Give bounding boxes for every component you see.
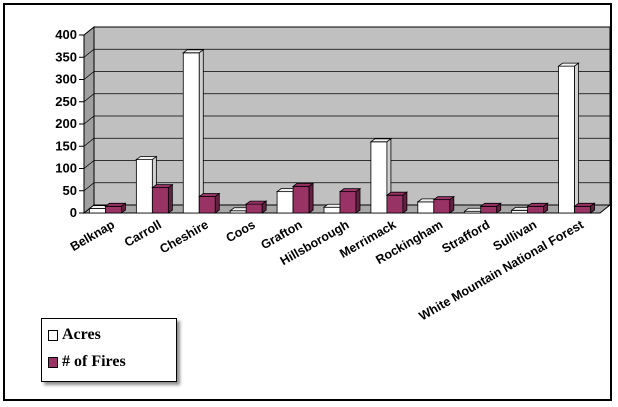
gridline — [83, 137, 610, 147]
bar-front — [527, 205, 545, 214]
bar-front — [558, 65, 575, 214]
gridline — [83, 115, 610, 125]
bar-front — [339, 191, 357, 214]
bar-fires — [104, 202, 127, 214]
gridline — [83, 160, 610, 169]
y-tick-label: 200 — [55, 116, 77, 131]
x-category-label: White Mountain National Forest — [417, 217, 587, 323]
y-tick-label: 350 — [55, 49, 77, 64]
bar-side — [543, 202, 549, 214]
bar-front — [574, 205, 591, 214]
bar-side — [402, 191, 408, 214]
y-tick-label: 0 — [70, 205, 77, 220]
y-tick-label: 100 — [55, 161, 77, 176]
bar-side — [167, 183, 173, 214]
bar-side — [449, 195, 455, 214]
legend-label-fires: # of Fires — [62, 353, 126, 370]
legend-label-acres: Acres — [62, 326, 101, 343]
bar-front — [433, 199, 451, 214]
bar-side — [574, 62, 579, 214]
legend-item-acres: Acres — [48, 326, 101, 344]
bar-fires — [432, 195, 456, 214]
gridline — [83, 48, 610, 58]
gridline — [83, 26, 610, 36]
chart-frame: 0 50 100 150 200 250 300 350 400 Belknap Carroll Ch… — [3, 3, 612, 401]
bar-fires — [244, 200, 268, 214]
bar-side — [121, 202, 126, 214]
bar-front — [480, 205, 498, 214]
bar-front — [105, 205, 122, 214]
y-tick-label: 50 — [63, 183, 77, 198]
legend-swatch-fires — [48, 356, 58, 368]
bar-front — [198, 196, 216, 214]
x-category-label: Coos — [224, 217, 258, 245]
bar-fires — [338, 187, 362, 214]
y-tick-label: 250 — [55, 94, 77, 109]
bar-fires — [151, 183, 174, 214]
bar-front — [370, 141, 388, 214]
bar-fires — [573, 202, 596, 214]
bar-front — [511, 209, 529, 214]
bar-front — [135, 159, 153, 214]
bar-fires — [291, 182, 315, 214]
bar-front — [276, 191, 294, 214]
legend-item-fires: # of Fires — [48, 353, 126, 371]
bar-front — [417, 201, 435, 214]
gridline — [83, 93, 610, 103]
bar-fires — [385, 191, 409, 214]
y-tick-label: 300 — [55, 72, 77, 87]
legend: Acres # of Fires — [41, 318, 177, 382]
bar-side — [214, 192, 220, 214]
bar-side — [590, 202, 595, 214]
bar-acres — [182, 48, 205, 214]
bar-fires — [526, 202, 549, 214]
bar-fires — [479, 202, 502, 214]
y-tick-label: 150 — [55, 138, 77, 153]
bar-side — [496, 202, 502, 214]
legend-swatch-acres — [48, 329, 58, 341]
x-category-label: Cheshire — [157, 217, 210, 256]
y-tick-label: 400 — [55, 27, 77, 42]
bar-side — [261, 200, 267, 214]
bar-front — [386, 194, 404, 214]
bar-acres — [557, 62, 580, 214]
bar-front — [151, 187, 169, 214]
bar-fires — [198, 192, 221, 214]
bar-side — [355, 187, 361, 214]
bar-side — [198, 48, 204, 214]
bar-front — [89, 208, 106, 214]
x-category-label: Strafford — [440, 217, 493, 256]
bar-front — [245, 203, 263, 214]
bar-front — [292, 185, 310, 214]
bar-front — [323, 206, 341, 214]
x-category-label: Belknap — [68, 217, 117, 254]
bar-side — [308, 182, 314, 214]
gridline — [83, 182, 610, 192]
bar-front — [182, 52, 200, 214]
gridline — [83, 71, 610, 80]
